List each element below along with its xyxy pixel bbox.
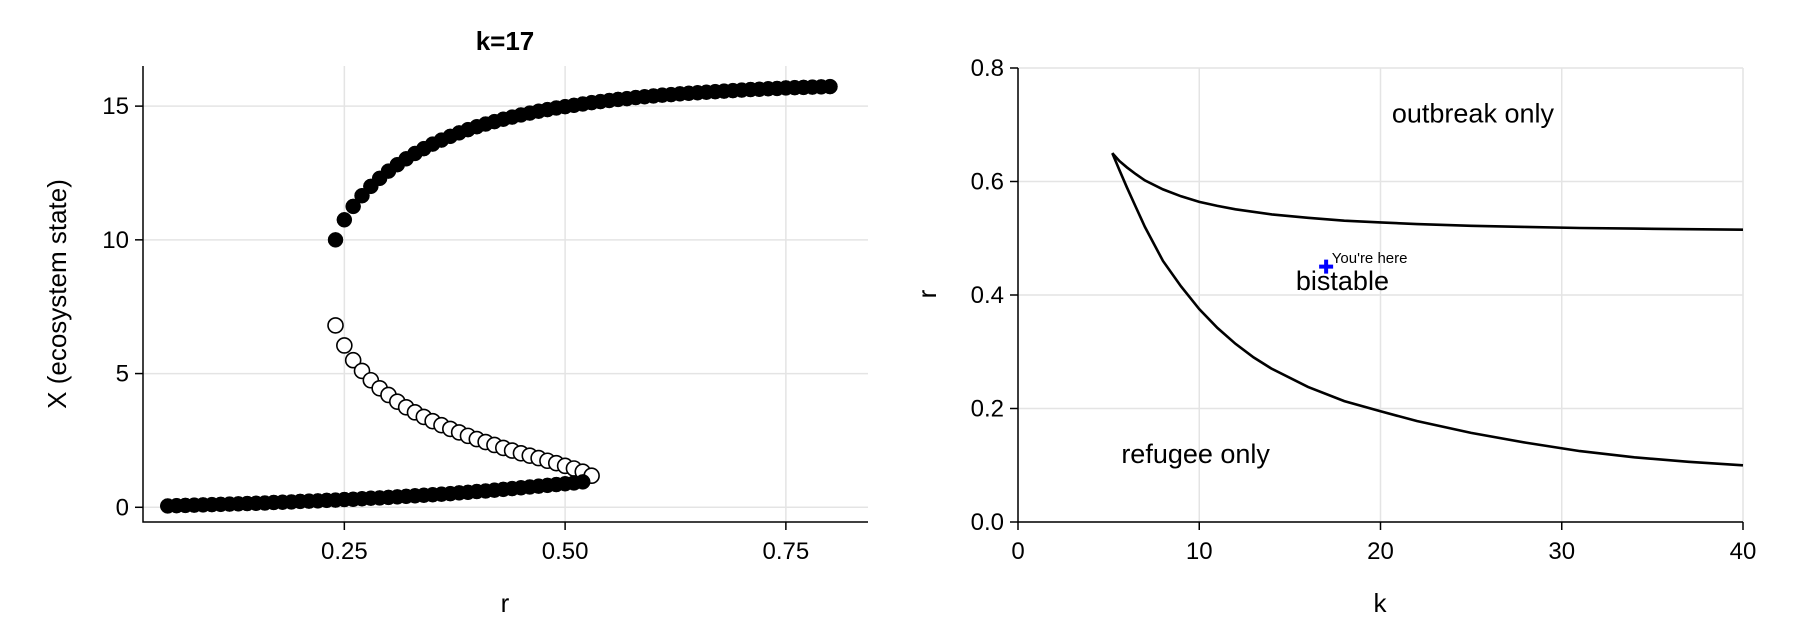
series-unstable-branch bbox=[327, 317, 600, 485]
bifurcation-axes bbox=[142, 66, 868, 523]
data-point bbox=[336, 212, 353, 228]
bifurcation-panel: 0.25 0.50 0.75 0 5 10 15 k=17 r X (ecosystem s… bbox=[42, 26, 868, 618]
phase-annotations: outbreak only bistable refugee only You're … bbox=[1121, 98, 1555, 469]
data-point bbox=[327, 232, 344, 248]
current-position-marker bbox=[1319, 259, 1334, 274]
bifurcation-y-tick-label: 15 bbox=[102, 93, 129, 120]
bifurcation-x-tick-label: 0.50 bbox=[542, 538, 589, 565]
phase-y-tick-label: 0.8 bbox=[971, 55, 1004, 82]
phase-y-label: r bbox=[912, 289, 942, 298]
phase-ticks: 0 10 20 30 40 0.0 0.2 0.4 0.6 0.8 bbox=[971, 55, 1757, 565]
marker-label: You're here bbox=[1332, 250, 1408, 267]
phase-x-tick-label: 0 bbox=[1011, 538, 1024, 565]
series-lower-stable-branch bbox=[159, 474, 591, 514]
data-point bbox=[336, 337, 353, 354]
data-point bbox=[345, 198, 361, 215]
phase-x-tick-label: 20 bbox=[1367, 538, 1394, 565]
phase-boundaries bbox=[1111, 152, 1744, 467]
bifurcation-series bbox=[159, 78, 838, 514]
phase-y-tick-label: 0.6 bbox=[971, 169, 1004, 196]
phase-x-tick-label: 10 bbox=[1186, 538, 1213, 565]
bifurcation-x-label: r bbox=[501, 588, 510, 618]
bifurcation-y-tick-label: 0 bbox=[116, 494, 129, 521]
phase-x-tick-label: 40 bbox=[1730, 538, 1757, 565]
boundary-lower-boundary bbox=[1111, 152, 1744, 467]
data-point bbox=[575, 474, 591, 490]
bifurcation-y-label: X (ecosystem state) bbox=[42, 179, 72, 409]
region-label: refugee only bbox=[1121, 439, 1270, 469]
bifurcation-title: k=17 bbox=[476, 26, 535, 56]
phase-y-tick-label: 0.4 bbox=[971, 282, 1004, 309]
bifurcation-ticks: 0.25 0.50 0.75 0 5 10 15 bbox=[102, 93, 809, 565]
phase-y-tick-label: 0.0 bbox=[971, 509, 1004, 536]
phase-x-label: k bbox=[1374, 588, 1388, 618]
phase-x-tick-label: 30 bbox=[1548, 538, 1575, 565]
data-point bbox=[344, 351, 362, 369]
region-label: bistable bbox=[1296, 266, 1389, 296]
bifurcation-y-tick-label: 10 bbox=[102, 227, 129, 254]
region-label: outbreak only bbox=[1392, 98, 1555, 128]
phase-diagram-panel: 0 10 20 30 40 0.0 0.2 0.4 0.6 0.8 outbreak only bi… bbox=[912, 55, 1756, 618]
boundary-upper-boundary bbox=[1111, 152, 1744, 231]
plus-marker-icon bbox=[1319, 259, 1334, 274]
phase-y-tick-label: 0.2 bbox=[971, 396, 1004, 423]
bifurcation-y-tick-label: 5 bbox=[116, 361, 129, 388]
data-point bbox=[327, 317, 344, 334]
bifurcation-x-tick-label: 0.75 bbox=[763, 538, 810, 565]
data-point bbox=[822, 78, 838, 95]
series-upper-stable-branch bbox=[327, 78, 838, 248]
bifurcation-x-tick-label: 0.25 bbox=[321, 538, 368, 565]
